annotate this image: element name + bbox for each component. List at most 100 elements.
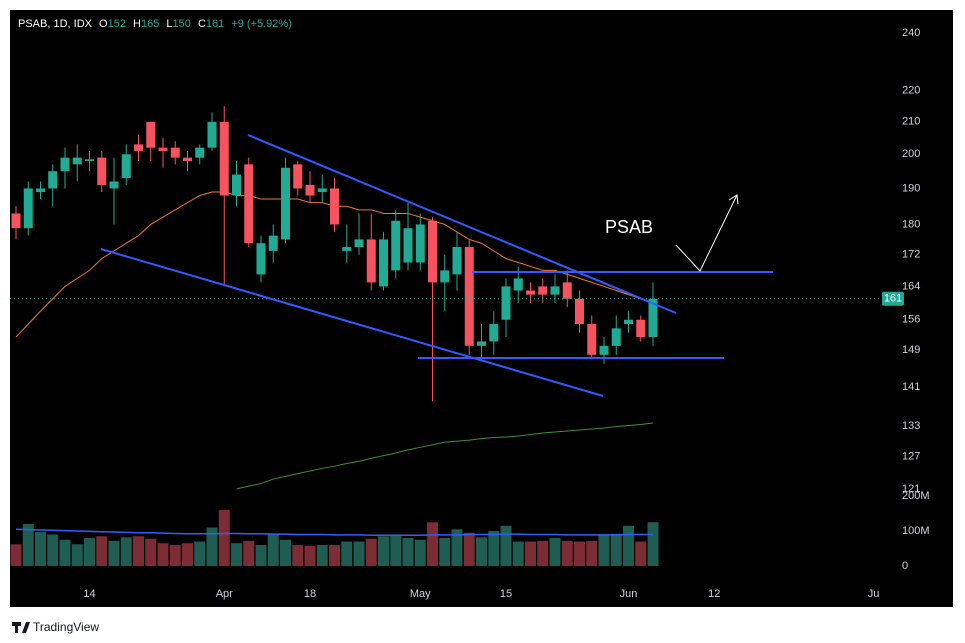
- last-price-label: 161: [884, 293, 902, 305]
- volume-bar: [463, 532, 475, 566]
- volume-bar: [292, 545, 304, 566]
- candle-body: [648, 298, 658, 338]
- candle-body: [575, 298, 584, 325]
- volume-bar: [316, 545, 328, 566]
- y-tick-label: 149: [902, 344, 920, 356]
- candle-body: [317, 188, 327, 192]
- candle-body: [452, 247, 462, 275]
- volume-bar: [96, 536, 108, 566]
- volume-bar: [304, 545, 316, 566]
- field-label: O: [99, 18, 108, 30]
- volume-bar: [329, 545, 340, 566]
- y-tick-label: 172: [902, 249, 920, 261]
- symbol: PSAB, 1D, IDX: [18, 18, 93, 30]
- candle-body: [477, 341, 486, 346]
- candle-body: [158, 147, 168, 151]
- candle-body: [109, 181, 119, 189]
- candle-body: [587, 324, 597, 355]
- candle-body: [526, 290, 535, 295]
- volume-bar: [35, 532, 46, 566]
- y-tick-label: 133: [902, 420, 920, 432]
- plot-area: 1211271331411491561641721801902002102202…: [10, 27, 930, 600]
- x-tick-label: 18: [304, 588, 316, 600]
- candle-body: [121, 154, 131, 179]
- candle-body: [195, 147, 205, 158]
- candle-body: [293, 164, 303, 189]
- y-tick-label: 240: [902, 27, 920, 39]
- volume-tick-label: 0: [902, 560, 908, 572]
- candle-body: [85, 159, 94, 161]
- volume-bar: [280, 539, 291, 566]
- volume-bar: [500, 525, 512, 566]
- candle-body: [342, 247, 352, 251]
- candle-body: [379, 239, 388, 287]
- volume-bar: [427, 522, 438, 566]
- candle-body: [562, 282, 572, 299]
- logo-mark: [12, 622, 30, 633]
- candle-body: [550, 286, 560, 295]
- volume-bar: [108, 540, 120, 566]
- candle-body: [36, 188, 45, 192]
- volume-bar: [549, 538, 561, 566]
- volume-bar: [402, 538, 414, 566]
- x-tick-label: 14: [83, 588, 95, 600]
- volume-bar: [537, 540, 549, 566]
- y-tick-label: 190: [902, 182, 920, 194]
- candle-body: [354, 239, 364, 248]
- candle-body: [268, 235, 278, 251]
- candle-body: [232, 174, 241, 196]
- volume-bar: [267, 534, 279, 566]
- ma-slow-line: [236, 422, 654, 490]
- candle-body: [170, 147, 180, 158]
- candle-body: [23, 188, 33, 229]
- volume-bar: [488, 531, 500, 566]
- arrow: [675, 194, 738, 272]
- candle-body: [330, 188, 339, 225]
- candle-body: [207, 121, 217, 148]
- field-value: 152: [108, 18, 126, 30]
- volume-bar: [47, 534, 59, 566]
- candle-body: [599, 345, 609, 355]
- candle-body: [244, 164, 254, 244]
- candle-body: [97, 157, 107, 185]
- volume-bar: [341, 541, 353, 566]
- trend-line: [100, 248, 604, 397]
- candle-body: [428, 220, 437, 283]
- field-label: H: [133, 18, 141, 30]
- candle-body: [464, 247, 474, 346]
- candle-body: [281, 167, 290, 240]
- volume-bar: [22, 524, 34, 566]
- candle-body: [305, 184, 315, 196]
- y-tick-label: 121: [902, 483, 920, 495]
- volume-tick-label: 100M: [902, 525, 930, 537]
- y-tick-label: 220: [902, 85, 920, 97]
- volume-bar: [365, 538, 377, 566]
- field-label: L: [166, 18, 172, 30]
- chart-background: [10, 10, 953, 607]
- y-tick-label: 141: [902, 381, 920, 393]
- volume-bar: [120, 537, 132, 566]
- volume-bar: [378, 536, 389, 566]
- candle-body: [489, 324, 499, 342]
- x-tick-label: May: [410, 588, 431, 600]
- volume-bar: [598, 534, 610, 566]
- volume-bar: [451, 529, 463, 566]
- arrow-head: [728, 194, 739, 205]
- candle-body: [636, 319, 646, 338]
- x-tick-label: 12: [708, 588, 720, 600]
- logo: TradingView: [12, 620, 99, 634]
- volume-bar: [218, 510, 230, 566]
- volume-bar: [439, 538, 451, 566]
- volume-bar: [390, 534, 402, 566]
- candle-body: [11, 213, 21, 229]
- candle-body: [440, 270, 450, 283]
- volume-bar: [512, 541, 524, 566]
- volume-bar: [635, 541, 647, 566]
- x-tick-label: 15: [500, 588, 512, 600]
- volume-bar: [157, 543, 169, 566]
- volume-bar: [586, 540, 598, 566]
- change: +9 (+5.92%): [231, 18, 292, 30]
- y-tick-label: 156: [902, 314, 920, 326]
- volume-bar: [574, 541, 585, 566]
